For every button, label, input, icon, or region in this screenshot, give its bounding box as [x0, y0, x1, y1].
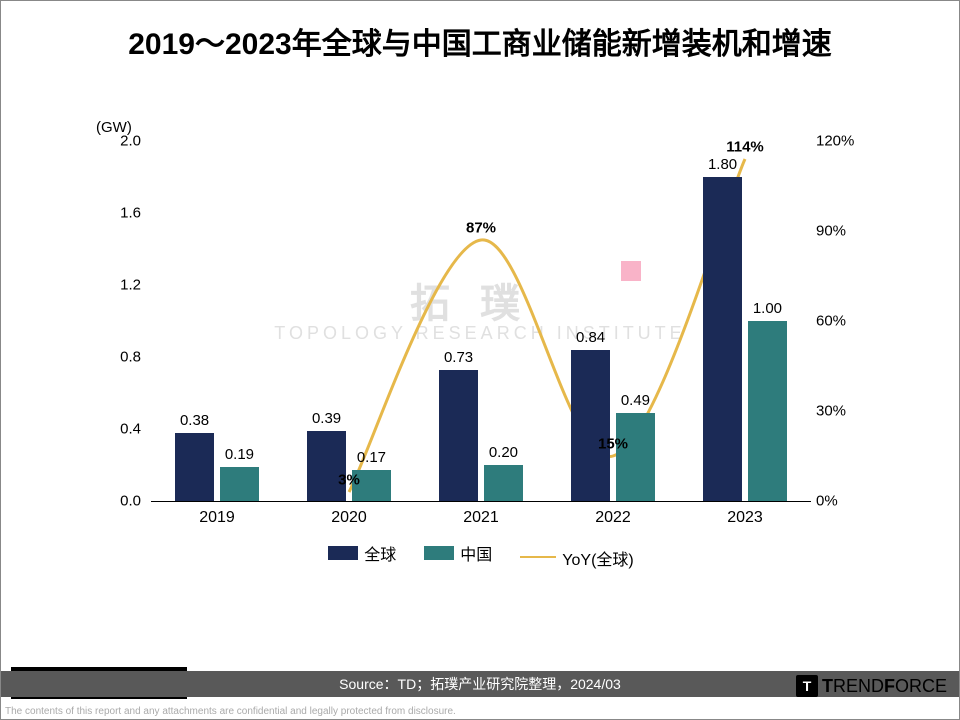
x-category: 2021	[415, 501, 547, 527]
bar-label: 0.73	[439, 349, 479, 366]
page: 2019～2023年全球与中国工商业储能新增装机和增速 拓璞 TOPOLOGY …	[0, 0, 960, 720]
chart-area: (GW) 0.00.40.81.21.62.00%30%60%90%120%20…	[91, 121, 871, 561]
legend-swatch	[424, 546, 454, 560]
y-left-tick: 1.2	[101, 277, 141, 294]
bar-global: 0.84	[571, 350, 611, 501]
bar-label: 0.84	[571, 329, 611, 346]
bar-global: 0.38	[175, 433, 215, 501]
x-category: 2020	[283, 501, 415, 527]
yoy-point-label: 15%	[598, 436, 628, 453]
yoy-point-label: 87%	[466, 220, 496, 237]
y-left-tick: 0.4	[101, 421, 141, 438]
y-right-tick: 0%	[816, 493, 866, 510]
brand-logo: T T REND F ORCE	[796, 671, 947, 701]
x-category: 2022	[547, 501, 679, 527]
y-right-tick: 60%	[816, 313, 866, 330]
bar-global: 0.73	[439, 370, 479, 501]
confidential-note: The contents of this report and any atta…	[5, 706, 456, 717]
legend-label: 中国	[460, 541, 492, 565]
brand-text-3: F	[884, 676, 895, 697]
brand-text-4: ORCE	[895, 676, 947, 697]
bar-label: 0.39	[307, 410, 347, 427]
brand-icon: T	[796, 675, 818, 697]
y-left-tick: 0.8	[101, 349, 141, 366]
bar-china: 0.19	[220, 467, 260, 501]
bar-label: 0.20	[484, 444, 524, 461]
bar-label: 0.17	[352, 449, 392, 466]
x-category: 2019	[151, 501, 283, 527]
legend-item-china: 中国	[424, 541, 492, 565]
legend-item-yoy: YoY(全球)	[520, 546, 633, 570]
y-left-tick: 0.0	[101, 493, 141, 510]
bar-label: 1.80	[703, 156, 743, 173]
legend-item-global: 全球	[328, 541, 396, 565]
bar-china: 1.00	[748, 321, 788, 501]
legend-swatch	[328, 546, 358, 560]
bar-label: 0.49	[616, 392, 656, 409]
bar-china: 0.20	[484, 465, 524, 501]
legend-label: 全球	[364, 541, 396, 565]
legend-label: YoY(全球)	[562, 546, 633, 570]
bar-global: 0.39	[307, 431, 347, 501]
legend: 全球 中国 YoY(全球)	[151, 541, 811, 569]
bar-label: 0.38	[175, 412, 215, 429]
x-category: 2023	[679, 501, 811, 527]
legend-swatch	[520, 556, 556, 560]
y-left-tick: 1.6	[101, 205, 141, 222]
brand-text-2: REND	[833, 676, 884, 697]
bar-global: 1.80	[703, 177, 743, 501]
bar-china: 0.49	[616, 413, 656, 501]
chart-title: 2019～2023年全球与中国工商业储能新增装机和增速	[1, 19, 959, 63]
y-right-tick: 30%	[816, 403, 866, 420]
y-left-tick: 2.0	[101, 133, 141, 150]
brand-text-1: T	[822, 676, 833, 697]
yoy-point-label: 114%	[726, 139, 764, 156]
bar-label: 0.19	[220, 446, 260, 463]
y-right-tick: 120%	[816, 133, 866, 150]
y-right-tick: 90%	[816, 223, 866, 240]
bar-label: 1.00	[748, 300, 788, 317]
yoy-point-label: 3%	[338, 472, 360, 489]
yoy-line	[349, 159, 745, 492]
plot-area: (GW) 0.00.40.81.21.62.00%30%60%90%120%20…	[151, 141, 811, 502]
